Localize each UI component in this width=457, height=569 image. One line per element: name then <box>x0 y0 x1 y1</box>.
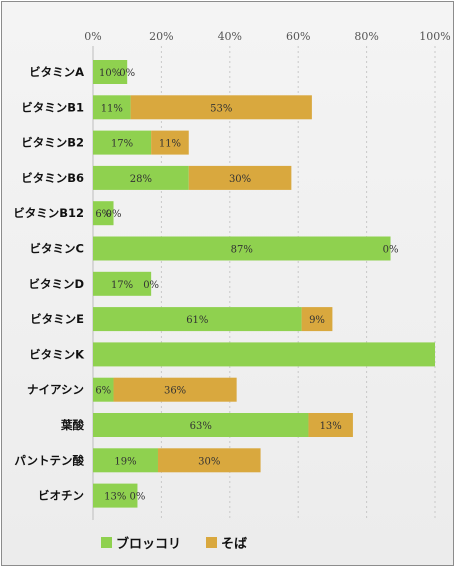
category-label: ビオチン <box>38 489 84 503</box>
data-label-broccoli: 63% <box>190 421 212 432</box>
category-label: ビタミンE <box>30 312 84 326</box>
data-label-broccoli: 17% <box>111 139 133 150</box>
legend-swatch-broccoli <box>101 537 112 548</box>
category-label: ビタミンB1 <box>21 100 84 114</box>
category-label: ビタミンK <box>29 347 85 361</box>
x-tick-label: 60% <box>286 30 310 43</box>
x-tick-label: 20% <box>149 30 173 43</box>
bar-soba <box>301 307 333 332</box>
data-label-soba: 11% <box>159 139 181 150</box>
bar-broccoli <box>93 201 114 226</box>
data-label-broccoli: 61% <box>186 315 208 326</box>
category-label: ビタミンD <box>28 277 84 291</box>
bar-broccoli <box>93 342 435 367</box>
data-label-broccoli: 17% <box>111 280 133 291</box>
category-label: 葉酸 <box>60 418 84 432</box>
category-label: ナイアシン <box>27 383 84 397</box>
bar-broccoli <box>93 236 391 261</box>
data-label-broccoli: 13% <box>104 492 126 503</box>
data-label-soba: 53% <box>210 103 232 114</box>
data-label-soba: 0% <box>383 245 399 256</box>
bar-soba <box>188 165 292 190</box>
bar-broccoli <box>93 307 302 332</box>
category-label: ビタミンB6 <box>21 171 84 185</box>
bar-soba <box>113 377 237 402</box>
bar-soba <box>157 448 261 473</box>
data-label-soba: 0% <box>106 209 122 220</box>
category-label: ビタミンB2 <box>21 136 84 150</box>
legend-label-soba: そば <box>221 537 247 552</box>
data-label-broccoli: 6% <box>95 209 111 220</box>
data-label-broccoli: 87% <box>231 245 253 256</box>
bar-broccoli <box>93 483 138 508</box>
data-label-soba: 0% <box>143 280 159 291</box>
data-label-soba: 0% <box>119 68 135 79</box>
category-label: ビタミンC <box>30 242 84 256</box>
category-label: ビタミンA <box>29 65 84 79</box>
bar-broccoli <box>93 377 114 402</box>
bar-broccoli <box>93 165 189 190</box>
bar-broccoli <box>93 130 152 155</box>
data-label-soba: 30% <box>229 174 251 185</box>
data-label-soba: 0% <box>130 492 146 503</box>
bar-broccoli <box>93 271 152 296</box>
data-label-broccoli: 6% <box>95 386 111 397</box>
category-label: パントテン酸 <box>14 453 84 467</box>
data-label-broccoli: 19% <box>114 456 136 467</box>
bar-broccoli <box>93 448 158 473</box>
legend-swatch-soba <box>206 537 217 548</box>
category-label: ビタミンB12 <box>13 206 84 220</box>
data-label-broccoli: 11% <box>101 103 123 114</box>
x-tick-label: 40% <box>218 30 242 43</box>
data-label-soba: 30% <box>198 456 220 467</box>
data-label-broccoli: 10% <box>99 68 121 79</box>
bar-soba <box>151 130 189 155</box>
bar-broccoli <box>93 95 131 120</box>
x-tick-label: 0% <box>84 30 101 43</box>
data-label-broccoli: 28% <box>130 174 152 185</box>
x-tick-label: 100% <box>419 30 450 43</box>
data-label-soba: 13% <box>320 421 342 432</box>
x-tick-label: 80% <box>354 30 378 43</box>
bar-soba <box>308 413 353 437</box>
data-label-soba: 36% <box>164 386 186 397</box>
data-label-soba: 9% <box>309 315 325 326</box>
bar-broccoli <box>93 413 309 437</box>
bar-broccoli <box>93 60 128 84</box>
bar-soba <box>130 95 312 120</box>
legend-label-broccoli: ブロッコリ <box>116 536 181 552</box>
